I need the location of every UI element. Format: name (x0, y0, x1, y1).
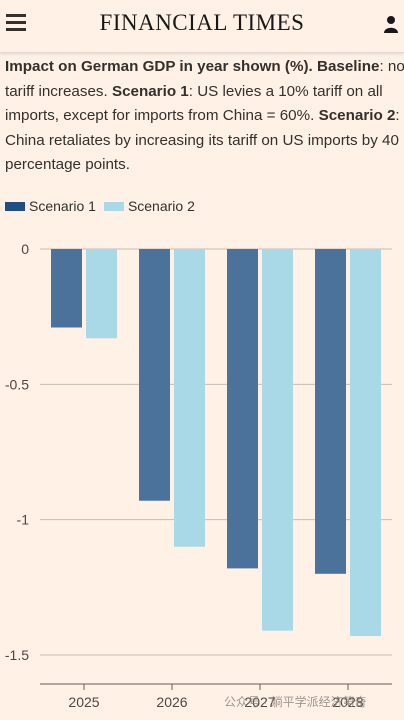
subtitle-baseline-text: : no tariff increases. (5, 58, 404, 100)
x-tick-label: 2028 (332, 694, 363, 710)
watermark-text: 公众号 · 躺平学派经济第奇 (224, 695, 367, 709)
bar-scenario2-2027 (262, 249, 293, 631)
chart-legend: Scenario 1 Scenario 2 (5, 196, 203, 216)
bar-scenario1-2025 (51, 249, 82, 328)
subtitle-scenario1-text: : US levies a 10% tariff on all imports,… (5, 82, 383, 125)
x-tick-label: 2027 (244, 694, 275, 710)
legend-label-scenario2: Scenario 2 (127, 198, 195, 214)
bar-chart: 0 -0.5 -1 -1.5 2025 2026 2027 2028 (5, 241, 392, 710)
legend-swatch-scenario2 (103, 201, 124, 211)
chart-subtitle: Impact on German GDP in year shown (%). … (5, 55, 404, 178)
user-icon[interactable] (384, 15, 400, 35)
bar-scenario2-2028 (350, 249, 381, 637)
y-tick-label: -1 (17, 512, 30, 528)
subtitle-lead: Impact on German GDP in year shown (%). (5, 58, 313, 75)
bar-scenario1-2028 (315, 249, 346, 574)
hamburger-menu-icon[interactable] (6, 14, 26, 34)
legend-item-scenario2: Scenario 2 (103, 198, 195, 214)
x-tick-label: 2026 (156, 694, 187, 710)
x-tick-label: 2025 (68, 694, 99, 710)
bar-scenario1-2027 (227, 249, 258, 569)
legend-item-scenario1: Scenario 1 (5, 198, 96, 214)
bar-scenario2-2026 (174, 249, 205, 547)
bar-scenario1-2026 (139, 249, 170, 501)
subtitle-baseline-label: Baseline (317, 58, 380, 75)
y-tick-label: -0.5 (5, 376, 29, 392)
masthead-logo[interactable]: FINANCIAL TIMES (99, 10, 305, 35)
bar-scenario2-2025 (86, 249, 117, 339)
subtitle-scenario1-label: Scenario 1 (111, 82, 189, 100)
legend-label-scenario1: Scenario 1 (29, 198, 96, 214)
y-tick-label: 0 (21, 241, 29, 257)
subtitle-scenario2-label: Scenario 2 (318, 107, 396, 124)
top-bar: FINANCIAL TIMES (0, 0, 404, 53)
legend-swatch-scenario1 (5, 201, 25, 211)
subtitle-scenario2-text: : China retaliates by increasing its tar… (5, 107, 400, 173)
y-tick-label: -1.5 (5, 647, 29, 663)
